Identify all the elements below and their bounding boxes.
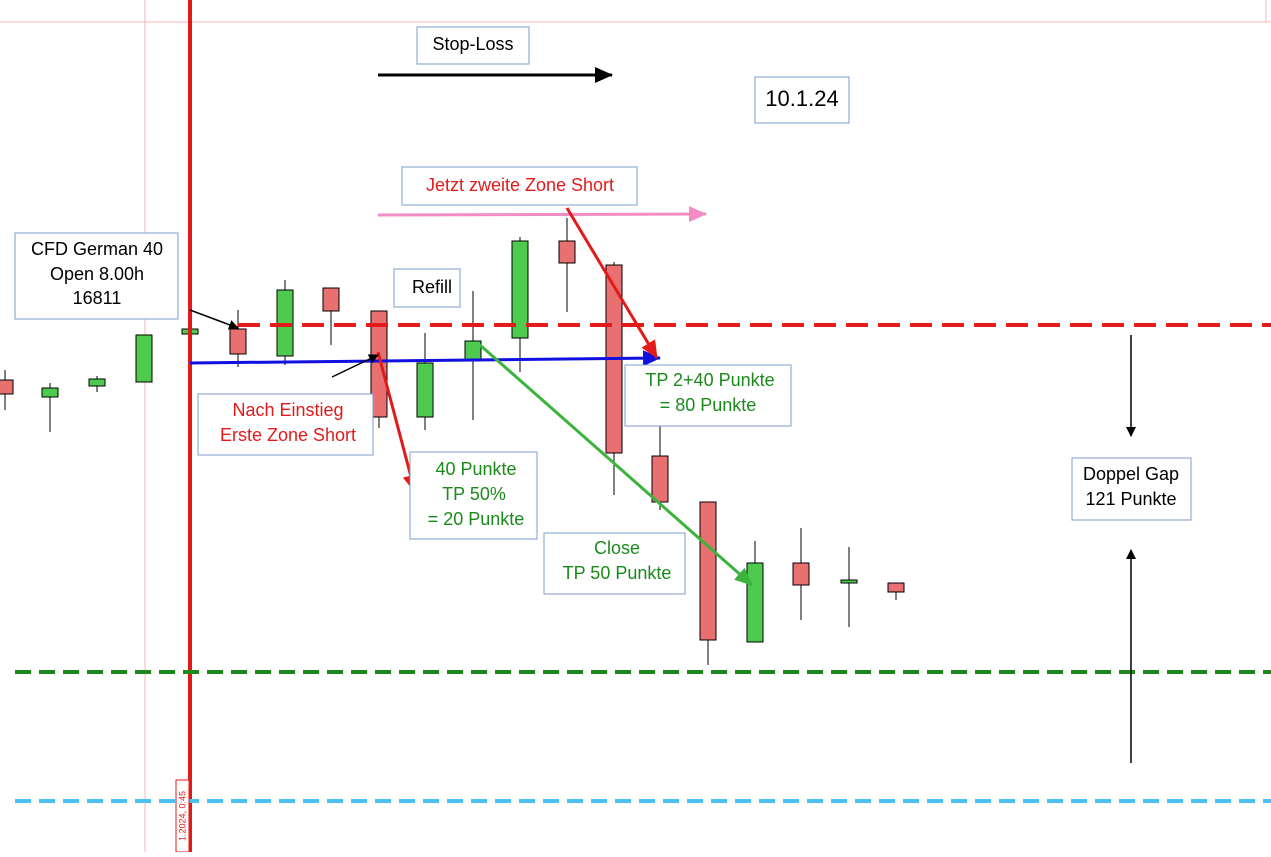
close-label: Close (594, 538, 640, 558)
candle (0, 379, 14, 395)
candles (0, 218, 905, 665)
time-label: 1.2024, 0:45 (177, 791, 187, 841)
candle (887, 582, 905, 593)
label-box (401, 166, 638, 206)
arrow (479, 343, 753, 587)
cfd-label: Open 8.00h (50, 264, 144, 284)
close-label: TP 50 Punkte (563, 563, 672, 583)
arrow (376, 351, 419, 493)
refill-label: Refill (412, 277, 452, 297)
label-box (197, 393, 374, 456)
tp2-label: TP 2+40 Punkte (645, 370, 774, 390)
candle (229, 328, 247, 355)
candle (88, 378, 106, 387)
candle (840, 579, 858, 584)
arrow (565, 207, 659, 359)
tp2-label: = 80 Punkte (660, 395, 757, 415)
candle (651, 455, 669, 503)
stop-loss-label: Stop-Loss (432, 34, 513, 54)
candle (511, 240, 529, 339)
zone1-label: Erste Zone Short (220, 425, 356, 445)
candle (746, 562, 764, 643)
arrow (189, 309, 239, 330)
candle (416, 362, 434, 418)
label-box (14, 232, 179, 320)
candle (370, 310, 388, 418)
candle (558, 240, 576, 264)
arrow (377, 206, 707, 223)
gap-label: 121 Punkte (1085, 489, 1176, 509)
gap-label: Doppel Gap (1083, 464, 1179, 484)
label-box (754, 76, 850, 124)
arrow (331, 354, 379, 378)
label-box (409, 451, 538, 540)
candle (464, 340, 482, 362)
label-box (393, 268, 461, 308)
candle (699, 501, 717, 641)
label-box (416, 26, 530, 65)
candle (322, 287, 340, 312)
candle (792, 562, 810, 586)
date-label: 10.1.24 (765, 86, 838, 111)
label-box (543, 532, 686, 595)
zone2-label: Jetzt zweite Zone Short (426, 175, 614, 195)
arrow (189, 350, 661, 367)
cfd-label: CFD German 40 (31, 239, 163, 259)
cfd-label: 16811 (73, 288, 122, 308)
candle (135, 334, 153, 383)
tp1-label: = 20 Punkte (428, 509, 525, 529)
zone1-label: Nach Einstieg (232, 400, 343, 420)
tp1-label: TP 50% (442, 484, 506, 504)
candle (41, 387, 59, 398)
tp1-label: 40 Punkte (435, 459, 516, 479)
label-box (624, 364, 792, 427)
label-box (1071, 457, 1192, 521)
